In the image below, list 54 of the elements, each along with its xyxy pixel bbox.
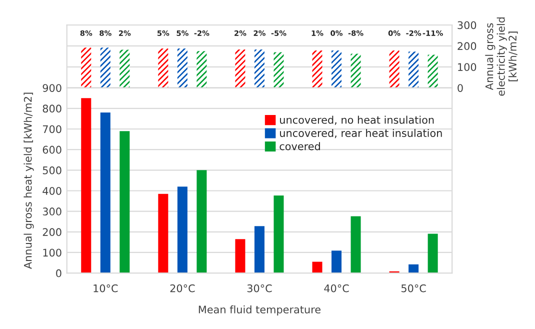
y-tick-label: 700 xyxy=(42,125,62,134)
bar xyxy=(81,48,92,88)
y-tick-label: 200 xyxy=(458,42,476,50)
bar xyxy=(408,52,419,88)
bar xyxy=(158,194,168,274)
y-tick-label: 600 xyxy=(42,146,62,154)
y-tick-label: 800 xyxy=(42,104,62,113)
bar xyxy=(100,112,110,274)
bar xyxy=(120,50,130,88)
y-tick-label: 100 xyxy=(458,63,476,71)
bar xyxy=(177,186,188,274)
legend-label: uncovered, rear heat insulation xyxy=(280,128,442,138)
x-tick-label: 30°C xyxy=(247,284,272,292)
bar xyxy=(428,54,438,88)
bar xyxy=(274,52,284,88)
bar xyxy=(312,50,322,88)
bar xyxy=(332,250,342,274)
bar xyxy=(177,48,188,88)
bar xyxy=(332,50,342,88)
bar xyxy=(235,239,246,274)
bar xyxy=(196,51,207,88)
y-tick-label: 0 xyxy=(56,269,62,278)
y-tick-label: 400 xyxy=(42,186,62,195)
bar xyxy=(274,195,284,274)
bar xyxy=(350,54,361,88)
bar xyxy=(350,216,361,274)
y-axis-title: Annual gross electricity yield [kWh/m2] xyxy=(485,17,518,96)
x-tick-label: 50°C xyxy=(401,284,426,292)
bar xyxy=(254,50,264,88)
x-tick-label: 40°C xyxy=(324,284,349,292)
bar xyxy=(389,50,400,88)
bar xyxy=(235,50,246,88)
y-axis-title: Annual gross heat yield [kWh/m2] xyxy=(24,92,34,269)
bar xyxy=(196,170,207,274)
bar xyxy=(100,48,110,88)
x-axis-title: Mean fluid temperature xyxy=(198,305,320,316)
y-tick-label: 300 xyxy=(458,21,476,30)
x-tick-label: 10°C xyxy=(94,284,118,292)
y-tick-label: 100 xyxy=(43,248,62,257)
bar xyxy=(158,48,168,88)
bar xyxy=(81,98,92,274)
legend-label: uncovered, no heat insulation xyxy=(280,116,434,125)
y-tick-label: 200 xyxy=(42,228,62,236)
bar xyxy=(312,262,322,274)
bar xyxy=(120,131,130,274)
y-tick-label: 900 xyxy=(42,84,62,92)
y-tick-label: 300 xyxy=(42,208,62,216)
y-tick-label: 500 xyxy=(42,166,62,174)
bar xyxy=(428,234,438,274)
legend-label: covered xyxy=(280,142,320,150)
bar xyxy=(254,226,264,274)
bar xyxy=(408,264,419,274)
y-tick-label: 0 xyxy=(458,84,463,92)
x-tick-label: 20°C xyxy=(170,284,195,292)
